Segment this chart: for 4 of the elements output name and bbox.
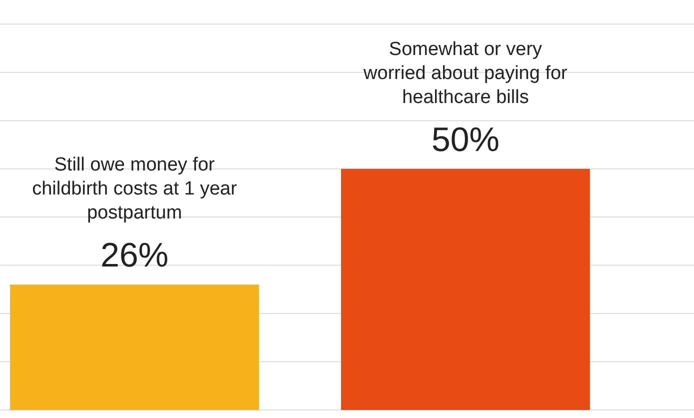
data-label: 26% xyxy=(100,236,169,275)
x-tick-label: Still owe money for childbirth costs at 1 year postpartum xyxy=(32,154,238,224)
x-tick-label: Somewhat or very worried about paying for healthcare bills xyxy=(362,38,568,108)
data-label: 50% xyxy=(431,120,500,159)
